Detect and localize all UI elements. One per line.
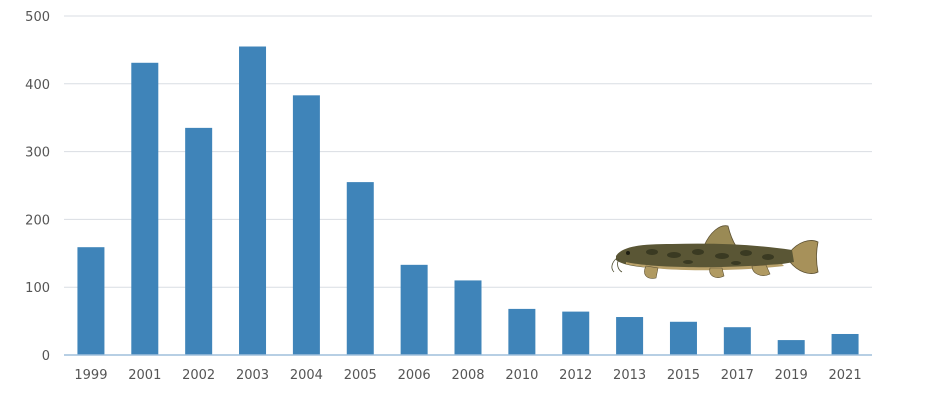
bar-2012: [562, 311, 590, 355]
x-tick-label: 2001: [128, 368, 161, 383]
y-tick-label: 400: [25, 78, 50, 93]
y-axis-tick-labels: 0 100 200 300 400 500: [25, 10, 50, 364]
bar-2001: [131, 62, 159, 355]
x-tick-label: 2004: [290, 368, 323, 383]
bar-2015: [669, 321, 697, 355]
x-tick-label: 2005: [344, 368, 377, 383]
y-tick-label: 300: [25, 146, 50, 161]
bar-1999: [77, 247, 105, 355]
y-tick-label: 100: [25, 281, 50, 296]
loach-fish-icon: [611, 225, 819, 279]
x-tick-label: 2003: [236, 368, 269, 383]
x-tick-label: 2012: [559, 368, 592, 383]
bar-2004: [292, 95, 320, 356]
bar-2006: [400, 264, 428, 355]
x-tick-label: 2017: [721, 368, 754, 383]
bar-series: [77, 46, 859, 356]
y-tick-label: 0: [42, 349, 50, 364]
bar-2013: [616, 317, 644, 355]
x-axis-tick-labels: 1999 2001 2002 2003 2004 2005 2006 2008 2010 2012…: [74, 368, 861, 383]
x-tick-label: 2015: [667, 368, 700, 383]
bar-2003: [239, 46, 267, 355]
bar-2017: [723, 327, 751, 355]
bar-2002: [185, 127, 213, 356]
x-tick-label: 2013: [613, 368, 646, 383]
bar-2019: [777, 340, 805, 355]
y-tick-label: 500: [25, 10, 50, 25]
x-tick-label: 2019: [775, 368, 808, 383]
y-tick-label: 200: [25, 213, 50, 228]
bar-2021: [831, 333, 859, 355]
x-tick-label: 2010: [505, 368, 538, 383]
x-tick-label: 1999: [74, 368, 107, 383]
x-tick-label: 2008: [451, 368, 484, 383]
bar-2008: [454, 280, 482, 355]
bar-2005: [346, 182, 374, 355]
bar-2010: [508, 308, 536, 355]
x-tick-label: 2021: [829, 368, 862, 383]
x-tick-label: 2002: [182, 368, 215, 383]
x-tick-label: 2006: [398, 368, 431, 383]
